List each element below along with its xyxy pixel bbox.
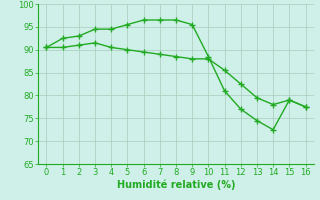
X-axis label: Humidité relative (%): Humidité relative (%) [117,180,235,190]
